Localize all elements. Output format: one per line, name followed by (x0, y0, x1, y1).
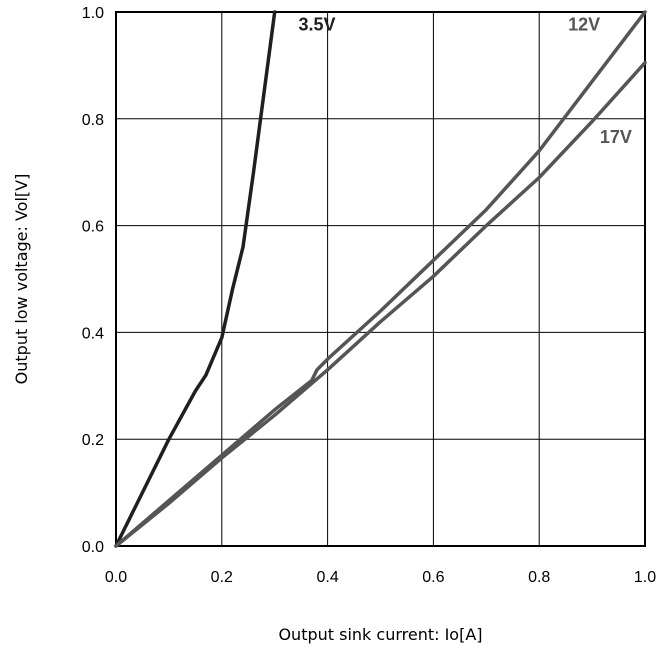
x-tick-label: 0.6 (422, 569, 444, 586)
y-tick-label: 0.2 (82, 432, 104, 449)
series-line-3-5v (114, 10, 277, 548)
series-line-17v (114, 60, 647, 548)
series-label: 3.5V (299, 15, 336, 35)
y-tick-label: 0.0 (82, 539, 104, 556)
x-tick-labels: 0.0 0.2 0.4 0.6 0.8 1.0 (105, 569, 656, 586)
series-label: 17V (600, 127, 632, 147)
x-tick-label: 0.2 (211, 569, 233, 586)
x-tick-label: 1.0 (634, 569, 656, 586)
y-axis-title: Output low voltage: Vol[V] (12, 174, 31, 385)
series-labels: 3.5V 12V 17V (299, 15, 632, 147)
y-tick-labels: 0.0 0.2 0.4 0.6 0.8 1.0 (82, 5, 104, 556)
y-tick-label: 0.6 (82, 219, 104, 236)
series-label: 12V (568, 15, 600, 35)
series-group (114, 10, 647, 548)
x-tick-label: 0.4 (316, 569, 338, 586)
grid (116, 12, 645, 546)
x-tick-label: 0.0 (105, 569, 127, 586)
series-line-12v (114, 10, 647, 548)
plot-frame (115, 11, 646, 547)
y-tick-label: 0.8 (82, 112, 104, 129)
x-tick-label: 0.8 (528, 569, 550, 586)
y-tick-label: 1.0 (82, 5, 104, 22)
x-axis-title: Output sink current: Io[A] (278, 625, 482, 644)
y-tick-label: 0.4 (82, 325, 104, 342)
